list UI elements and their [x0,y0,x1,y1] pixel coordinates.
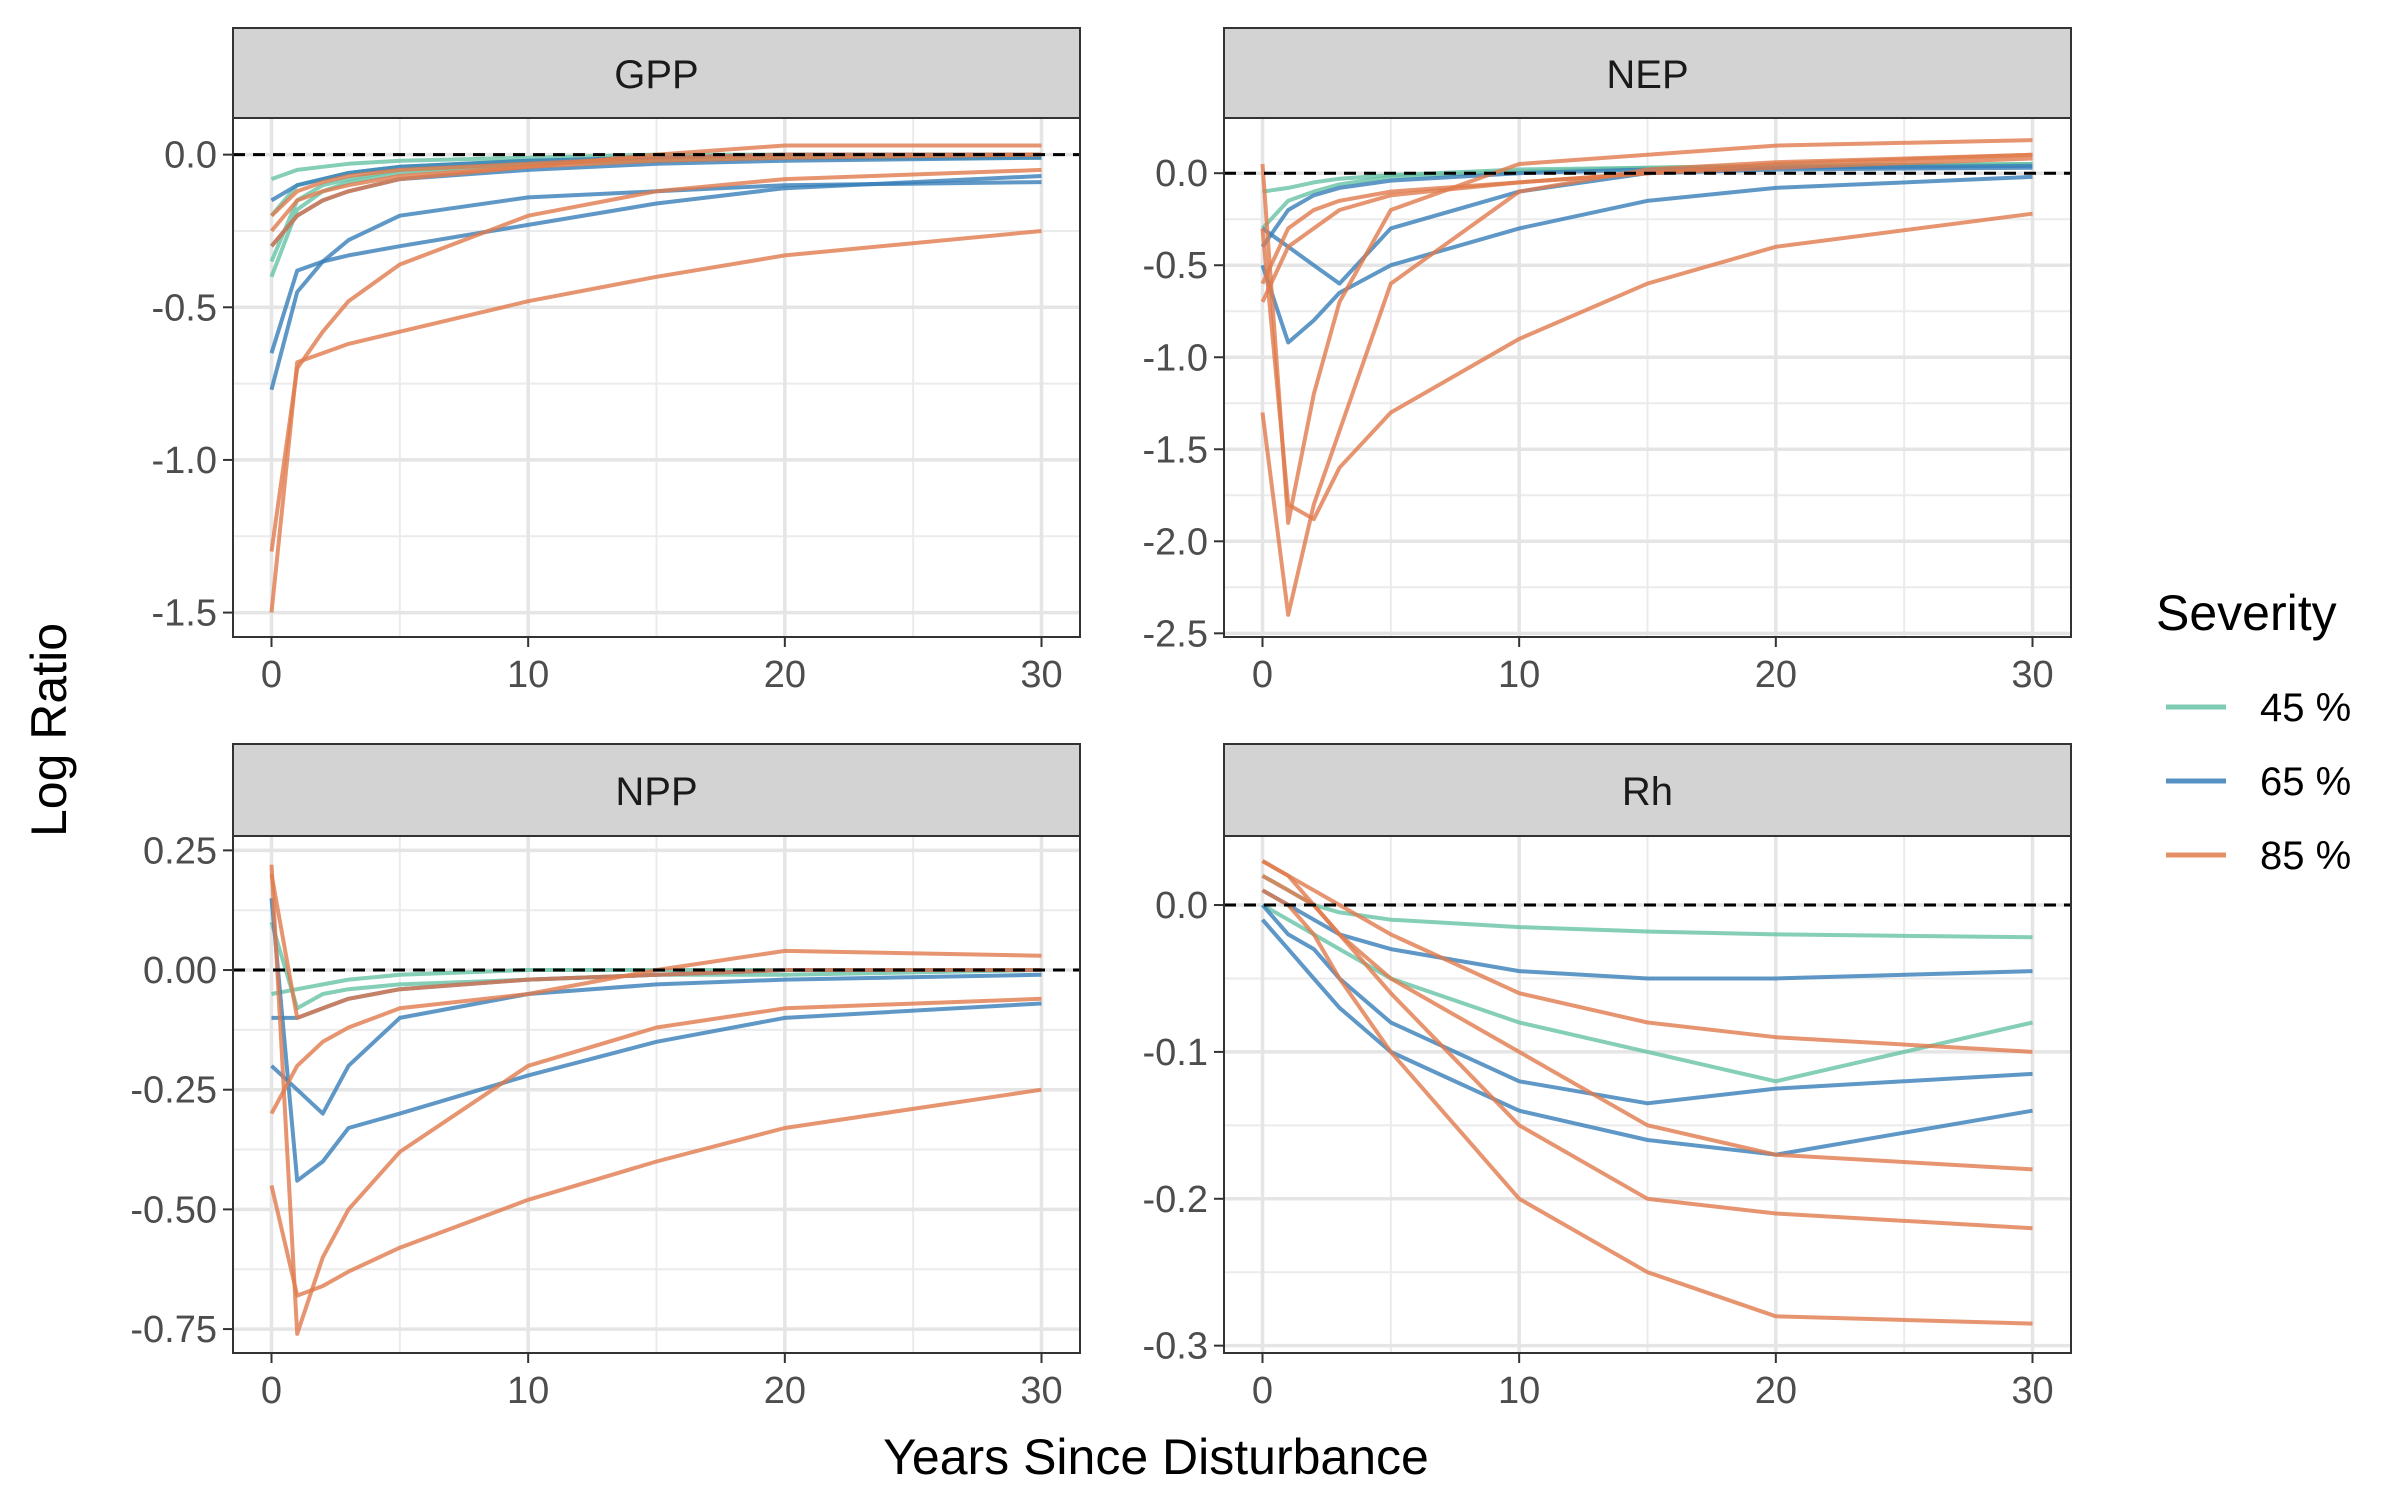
series-line-65-2 [1261,888,2033,981]
x-tick-label: 0 [1252,1370,1273,1412]
y-tick-label: -1.5 [1143,429,1208,471]
series-group [269,143,1042,613]
x-tick-label: 10 [1498,1370,1540,1412]
facet-strip-label: NEP [1606,53,1688,97]
x-tick-label: 20 [1755,654,1797,696]
facet-strip [232,27,1081,119]
legend: Severity 45 % 65 % 85 % [2156,585,2351,878]
y-tick-label: -2.5 [1143,613,1208,655]
y-axis-label: Log Ratio [21,623,77,837]
x-tick-label: 30 [1020,654,1062,696]
series-line-85-7 [1260,138,2033,525]
series-line-65-7 [269,180,1042,391]
legend-entry-label: 65 % [2260,760,2351,804]
series-line-85-12 [269,229,1042,613]
y-tick-label: -0.5 [152,287,217,329]
series-line-85-8 [1260,152,2033,617]
y-tick-label: -1.5 [152,593,217,635]
y-tick-label: 0.0 [1155,153,1208,195]
x-axis-label: Years Since Disturbance [883,1429,1429,1485]
x-tick-label: 0 [261,654,282,696]
facet-strip [1223,743,2072,837]
x-tick-label: 20 [764,654,806,696]
series-line-65-3 [1260,174,2033,345]
y-tick-label: -0.3 [1143,1326,1208,1368]
legend-entry-label: 85 % [2260,834,2351,878]
y-tick-label: -0.1 [1143,1032,1208,1074]
series-group [1260,859,2033,1326]
facet-strip-label: GPP [614,53,698,97]
y-tick-label: 0.0 [164,135,217,177]
facet-strip-label: Rh [1622,770,1673,814]
series-group [1260,138,2033,617]
series-line-85-8 [1261,859,2033,1172]
series-line-85-6 [1261,873,2033,1231]
panel-border [1223,117,2072,638]
series-line-85-5 [1261,859,2033,1054]
series-line-85-7 [1261,888,2033,1326]
series-line-85-9 [269,152,1042,233]
x-tick-label: 30 [1020,1370,1062,1412]
panels-group: GPP 0 10 20 30 0.0 -0.5 -1.0 -1.5 NEP 0 10 20 30 0.0 -0… [130,27,2072,1412]
legend-entry-65: 65 % [2166,760,2351,804]
x-tick-label: 20 [764,1370,806,1412]
x-tick-label: 0 [1252,654,1273,696]
y-tick-label: -0.5 [1143,245,1208,287]
series-line-65-4 [270,972,1042,1116]
series-line-85-11 [269,167,1042,552]
panel-border [232,117,1081,638]
y-tick-label: -0.75 [130,1309,217,1351]
y-tick-label: -0.2 [1143,1179,1208,1221]
x-tick-label: 10 [507,654,549,696]
series-line-65-3 [269,898,1042,1183]
series-line-85-6 [1260,156,2033,303]
series-line-85-5 [1260,152,2033,285]
series-line-65-6 [269,174,1042,354]
y-tick-label: -1.0 [152,440,217,482]
panel-rh: Rh 0 10 20 30 0.0 -0.1 -0.2 -0.3 [1143,743,2072,1412]
panel-npp: NPP 0 10 20 30 0.25 0.00 -0.25 -0.50 -0.75 [130,743,1081,1412]
y-tick-label: -1.0 [1143,337,1208,379]
x-tick-label: 10 [1498,654,1540,696]
legend-entry-label: 45 % [2260,686,2351,730]
y-tick-label: 0.0 [1155,885,1208,927]
series-line-85-9 [1260,211,2033,522]
legend-entry-85: 85 % [2166,834,2351,878]
series-line-85-8 [269,1087,1042,1298]
x-tick-label: 10 [507,1370,549,1412]
legend-entry-45: 45 % [2166,686,2351,730]
y-tick-label: -0.50 [130,1189,217,1231]
x-tick-label: 30 [2011,654,2053,696]
y-tick-label: 0.00 [143,950,217,992]
y-tick-label: -2.0 [1143,521,1208,563]
panel-gpp: GPP 0 10 20 30 0.0 -0.5 -1.0 -1.5 [152,27,1081,696]
panel-nep: NEP 0 10 20 30 0.0 -0.5 -1.0 -1.5 -2.0 -2.5 [1143,27,2072,696]
x-tick-label: 0 [261,1370,282,1412]
panel-border [1223,835,2072,1354]
series-line-85-5 [269,873,1042,1020]
series-line-85-6 [269,948,1042,1115]
y-tick-label: 0.25 [143,830,217,872]
y-tick-label: -0.25 [130,1070,217,1112]
series-line-85-7 [269,864,1042,1336]
x-tick-label: 30 [2011,1370,2053,1412]
series-line-45-1 [269,921,1042,1011]
legend-title: Severity [2156,585,2337,641]
series-line-65-3 [1260,903,2033,1106]
facet-strip-label: NPP [615,770,697,814]
x-tick-label: 20 [1755,1370,1797,1412]
facet-strip [232,743,1081,837]
series-line-85-10 [269,143,1042,248]
panel-border [232,835,1081,1354]
